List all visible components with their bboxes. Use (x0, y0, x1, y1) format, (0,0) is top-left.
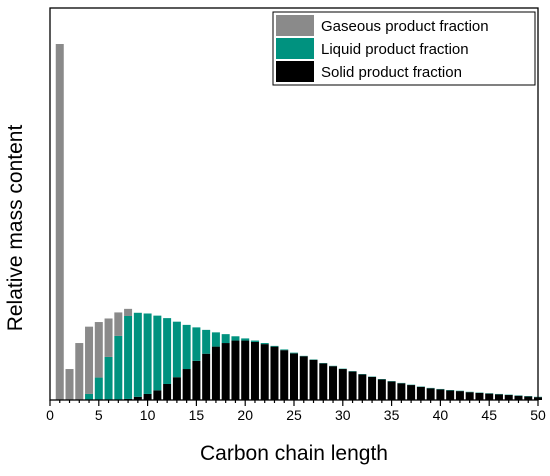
bar-liquid-c7 (114, 336, 122, 400)
bar-solid-c46 (495, 394, 503, 400)
bar-solid-c29 (329, 366, 337, 400)
bar-solid-c13 (173, 377, 181, 400)
bar-gaseous-c8 (124, 309, 132, 316)
bar-liquid-c17 (212, 332, 220, 346)
bar-solid-c44 (475, 393, 483, 400)
bar-gaseous-c5 (95, 322, 103, 378)
x-tick-label: 20 (237, 407, 253, 423)
bar-solid-c10 (144, 394, 152, 400)
bar-liquid-c16 (202, 330, 210, 354)
bar-solid-c25 (290, 353, 298, 400)
bar-solid-c14 (183, 369, 191, 400)
bar-gaseous-c7 (114, 312, 122, 336)
legend-label-solid: Solid product fraction (321, 64, 462, 81)
bar-solid-c22 (261, 344, 269, 400)
bar-solid-c36 (397, 383, 405, 400)
bar-liquid-c18 (222, 334, 230, 343)
x-tick-label: 5 (95, 407, 103, 423)
bar-solid-c45 (485, 394, 493, 400)
bar-solid-c38 (417, 387, 425, 400)
x-tick-label: 10 (140, 407, 156, 423)
bar-solid-c39 (427, 388, 435, 400)
bar-solid-c30 (339, 369, 347, 400)
x-tick-label: 50 (530, 407, 546, 423)
bar-solid-c27 (310, 360, 318, 400)
bar-solid-c19 (231, 341, 239, 400)
bar-solid-c11 (153, 390, 161, 400)
bar-gaseous-c2 (66, 369, 74, 400)
bar-solid-c35 (388, 381, 396, 400)
x-tick-label: 0 (46, 407, 54, 423)
bar-solid-c12 (163, 384, 171, 400)
bar-solid-c43 (466, 392, 474, 400)
legend-swatch-solid (276, 61, 314, 82)
x-tick-label: 45 (481, 407, 497, 423)
bar-solid-c21 (251, 342, 259, 400)
bar-solid-c42 (456, 391, 464, 400)
bar-solid-c24 (280, 350, 288, 400)
bar-gaseous-c3 (75, 343, 83, 400)
bar-solid-c17 (212, 347, 220, 400)
legend-swatch-liquid (276, 38, 314, 59)
bar-solid-c47 (505, 395, 513, 400)
bar-solid-c37 (407, 385, 415, 400)
bar-liquid-c6 (105, 357, 113, 400)
legend-label-liquid: Liquid product fraction (321, 41, 469, 58)
bar-liquid-c9 (134, 313, 142, 397)
bar-liquid-c10 (144, 313, 152, 393)
bar-solid-c28 (319, 363, 327, 400)
bar-solid-c18 (222, 343, 230, 400)
bar-solid-c33 (368, 377, 376, 400)
bar-liquid-c14 (183, 325, 191, 369)
legend: Gaseous product fraction Liquid product f… (273, 12, 535, 85)
bar-liquid-c19 (231, 336, 239, 340)
bar-liquid-c15 (192, 327, 200, 360)
bar-solid-c15 (192, 361, 200, 400)
bar-liquid-c8 (124, 316, 132, 399)
bar-liquid-c5 (95, 378, 103, 400)
legend-swatch-gaseous (276, 15, 314, 36)
bar-solid-c32 (358, 374, 366, 400)
bar-liquid-c13 (173, 322, 181, 378)
bar-solid-c23 (270, 347, 278, 400)
bar-liquid-c12 (163, 318, 171, 384)
bar-liquid-c21 (251, 341, 259, 342)
bar-liquid-c22 (261, 343, 269, 344)
bar-gaseous-c1 (56, 44, 64, 400)
legend-label-gaseous: Gaseous product fraction (321, 18, 489, 35)
bar-solid-c16 (202, 354, 210, 400)
x-axis-label: Carbon chain length (200, 442, 388, 465)
bar-liquid-c20 (241, 338, 249, 340)
bar-solid-c34 (378, 379, 386, 400)
bar-gaseous-c6 (105, 318, 113, 356)
y-axis-label: Relative mass content (4, 125, 27, 332)
x-tick-label: 25 (286, 407, 302, 423)
bar-liquid-c24 (280, 349, 288, 350)
bar-liquid-c23 (270, 346, 278, 347)
bar-solid-c31 (349, 372, 357, 400)
bar-solid-c40 (436, 389, 444, 400)
x-tick-label: 30 (335, 407, 351, 423)
bar-liquid-c11 (153, 316, 161, 391)
bars-layer (56, 44, 542, 400)
bar-liquid-c25 (290, 353, 298, 354)
x-tick-label: 40 (433, 407, 449, 423)
bar-liquid-c4 (85, 394, 93, 400)
bar-gaseous-c4 (85, 327, 93, 394)
bar-solid-c41 (446, 390, 454, 400)
x-tick-label: 15 (189, 407, 205, 423)
bar-solid-c20 (241, 341, 249, 400)
bar-solid-c26 (300, 356, 308, 400)
x-tick-label: 35 (384, 407, 400, 423)
